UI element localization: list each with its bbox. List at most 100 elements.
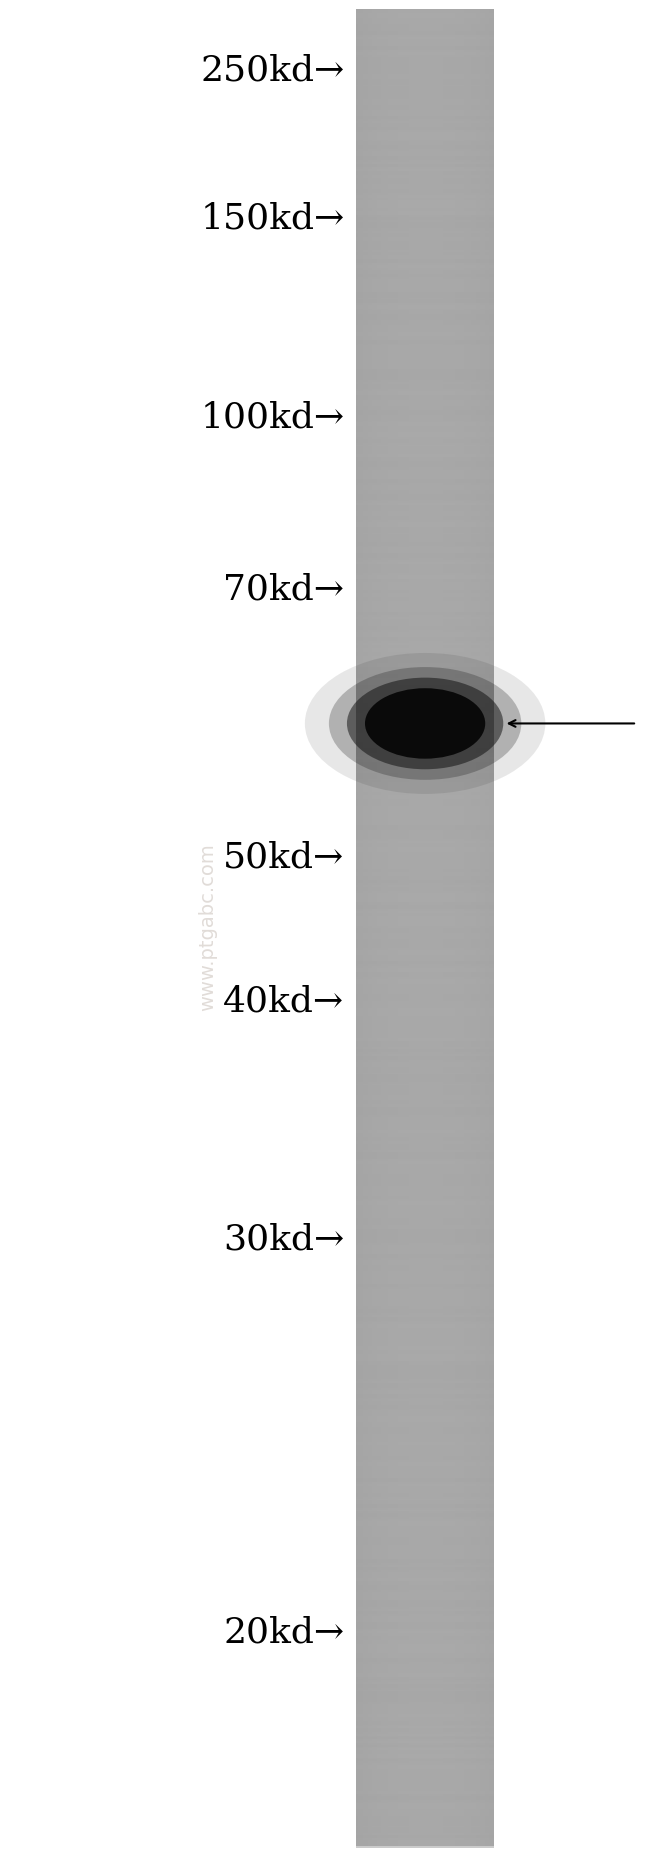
Bar: [356, 1013, 494, 1018]
Bar: [356, 275, 494, 280]
Bar: [356, 605, 494, 610]
Bar: [398, 9, 400, 1846]
Ellipse shape: [347, 677, 503, 770]
Bar: [356, 28, 494, 33]
Bar: [356, 616, 494, 621]
Bar: [356, 1273, 494, 1278]
Bar: [356, 811, 494, 816]
Bar: [356, 803, 494, 809]
Bar: [356, 1130, 494, 1135]
Bar: [370, 9, 372, 1846]
Bar: [356, 302, 494, 308]
Bar: [356, 1530, 494, 1536]
Bar: [356, 1347, 494, 1352]
Bar: [356, 1475, 494, 1480]
Bar: [356, 542, 494, 547]
Bar: [356, 1794, 494, 1799]
Bar: [356, 516, 494, 521]
Bar: [356, 377, 494, 382]
Bar: [356, 623, 494, 629]
Bar: [356, 1185, 494, 1191]
Bar: [356, 1059, 494, 1065]
Bar: [356, 1827, 494, 1833]
Bar: [464, 9, 467, 1846]
Bar: [356, 1070, 494, 1076]
Bar: [356, 1217, 494, 1222]
Bar: [356, 861, 494, 866]
Bar: [356, 673, 494, 679]
Bar: [356, 1504, 494, 1510]
Bar: [356, 167, 494, 173]
Bar: [356, 1291, 494, 1297]
Bar: [356, 1625, 494, 1631]
Bar: [356, 1573, 494, 1579]
Bar: [356, 651, 494, 657]
Bar: [356, 490, 494, 495]
Bar: [356, 347, 494, 352]
Bar: [356, 148, 494, 154]
Bar: [441, 9, 443, 1846]
Bar: [356, 1384, 494, 1388]
Bar: [356, 655, 494, 660]
Bar: [356, 1493, 494, 1499]
Bar: [356, 152, 494, 158]
Bar: [356, 594, 494, 599]
Text: www.ptgabc.com: www.ptgabc.com: [198, 844, 218, 1011]
Bar: [356, 1376, 494, 1382]
Text: 250kd→: 250kd→: [200, 54, 344, 87]
Bar: [485, 9, 487, 1846]
Bar: [356, 1764, 494, 1770]
Bar: [356, 284, 494, 289]
Bar: [356, 1658, 494, 1664]
Bar: [356, 1250, 494, 1256]
Bar: [356, 1026, 494, 1031]
Bar: [356, 1703, 494, 1708]
Bar: [356, 145, 494, 150]
Bar: [372, 9, 374, 1846]
Bar: [356, 1644, 494, 1649]
Bar: [356, 1388, 494, 1391]
Bar: [356, 920, 494, 926]
Bar: [356, 833, 494, 837]
Bar: [402, 9, 404, 1846]
Bar: [356, 20, 494, 26]
Bar: [356, 1085, 494, 1091]
Bar: [356, 69, 494, 74]
Bar: [356, 1221, 494, 1226]
Bar: [356, 553, 494, 558]
Bar: [356, 388, 494, 393]
Bar: [356, 766, 494, 772]
Bar: [356, 1456, 494, 1462]
Bar: [356, 1614, 494, 1619]
Bar: [356, 479, 494, 484]
Bar: [356, 451, 494, 456]
Text: 30kd→: 30kd→: [223, 1222, 344, 1256]
Bar: [356, 1317, 494, 1323]
Bar: [356, 1235, 494, 1241]
Bar: [356, 662, 494, 668]
Bar: [356, 1354, 494, 1360]
Bar: [356, 1020, 494, 1024]
Bar: [356, 1171, 494, 1176]
Bar: [356, 1577, 494, 1582]
Bar: [356, 1063, 494, 1068]
Bar: [356, 245, 494, 250]
Bar: [356, 1699, 494, 1705]
Bar: [432, 9, 434, 1846]
Bar: [356, 1393, 494, 1399]
Bar: [356, 1310, 494, 1315]
Bar: [356, 759, 494, 764]
Bar: [418, 9, 421, 1846]
Bar: [450, 9, 452, 1846]
Bar: [356, 122, 494, 128]
Bar: [356, 692, 494, 697]
Bar: [356, 252, 494, 258]
Bar: [467, 9, 469, 1846]
Bar: [487, 9, 489, 1846]
Bar: [356, 646, 494, 651]
Bar: [356, 774, 494, 779]
Bar: [356, 351, 494, 356]
Bar: [356, 1636, 494, 1642]
Bar: [356, 1684, 494, 1690]
Bar: [356, 1783, 494, 1788]
